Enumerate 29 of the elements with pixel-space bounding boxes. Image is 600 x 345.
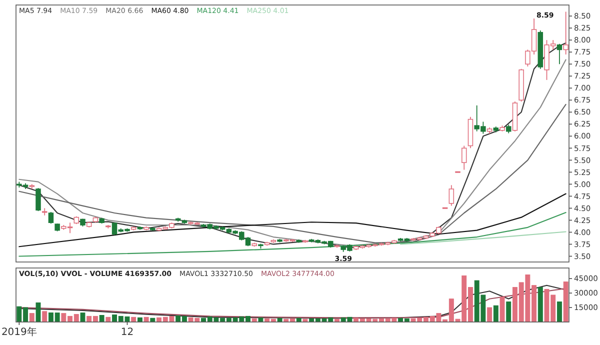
- bar: [42, 311, 48, 322]
- candlestick: [36, 188, 41, 212]
- line-series: [18, 104, 566, 244]
- bar: [500, 296, 505, 322]
- bar: [258, 317, 264, 322]
- line-series: [18, 212, 566, 257]
- x-tick-label: 12: [120, 327, 134, 338]
- bar: [563, 282, 568, 322]
- bar: [29, 313, 34, 322]
- line-series: [400, 231, 566, 245]
- candlestick: [48, 212, 54, 224]
- bar: [538, 287, 543, 322]
- bar: [144, 316, 149, 322]
- line-series: [18, 193, 566, 248]
- candlestick: [461, 145, 467, 170]
- bar: [277, 318, 282, 322]
- bar: [36, 302, 41, 322]
- bar: [131, 316, 136, 322]
- candlestick: [556, 43, 562, 65]
- bar: [302, 318, 308, 322]
- candlestick: [448, 184, 454, 206]
- bar: [80, 312, 86, 322]
- x-tick-label: 2019年: [1, 326, 37, 338]
- bar: [506, 302, 512, 322]
- bar: [493, 305, 498, 322]
- bar: [106, 316, 111, 322]
- bar: [487, 307, 492, 322]
- bar: [99, 315, 104, 322]
- bar: [556, 302, 562, 322]
